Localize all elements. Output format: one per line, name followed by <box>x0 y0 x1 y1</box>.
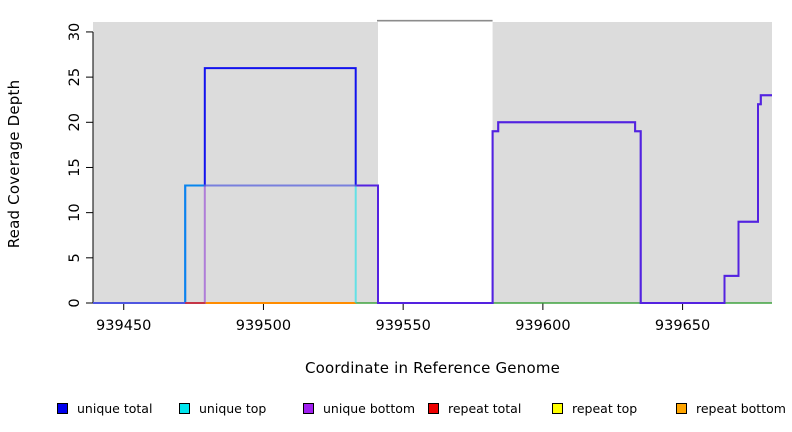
legend-item-repeat-total: repeat total <box>428 399 521 417</box>
legend-swatch-icon <box>428 402 439 414</box>
legend-label: repeat top <box>572 400 638 416</box>
y-axis-title: Read Coverage Depth <box>5 79 23 249</box>
y-tick-label: 10 <box>67 203 83 221</box>
x-tick-label: 939450 <box>96 318 151 334</box>
legend-item-unique-total: unique total <box>57 399 152 417</box>
legend: unique total unique top unique bottom repea… <box>0 399 792 421</box>
legend-item-unique-top: unique top <box>179 399 266 417</box>
x-tick-label: 939500 <box>236 318 291 334</box>
legend-swatch-icon <box>676 402 687 414</box>
legend-swatch-icon <box>552 402 563 414</box>
y-tick-label: 0 <box>67 298 83 307</box>
legend-label: unique bottom <box>323 400 416 416</box>
legend-item-repeat-bottom: repeat bottom <box>676 399 786 417</box>
legend-label: unique total <box>77 400 153 416</box>
legend-swatch-icon <box>303 402 314 414</box>
legend-label: repeat bottom <box>696 400 786 416</box>
x-axis-title: Coordinate in Reference Genome <box>304 359 561 377</box>
x-tick-label: 939600 <box>515 318 570 334</box>
legend-item-unique-bottom: unique bottom <box>303 399 415 417</box>
series-unique-bottom <box>93 94 772 304</box>
y-tick-label: 5 <box>67 253 83 262</box>
y-tick-label: 30 <box>67 23 83 41</box>
x-tick-label: 939650 <box>655 318 710 334</box>
x-tick-label: 939550 <box>375 318 430 334</box>
y-tick-label: 15 <box>67 158 83 176</box>
y-tick-label: 25 <box>67 68 83 86</box>
legend-label: unique top <box>199 400 267 416</box>
reference-gap-region <box>378 20 493 303</box>
legend-item-repeat-top: repeat top <box>552 399 637 417</box>
legend-swatch-icon <box>57 402 68 414</box>
legend-swatch-icon <box>179 402 190 414</box>
legend-label: repeat total <box>448 400 522 416</box>
y-tick-label: 20 <box>67 113 83 131</box>
